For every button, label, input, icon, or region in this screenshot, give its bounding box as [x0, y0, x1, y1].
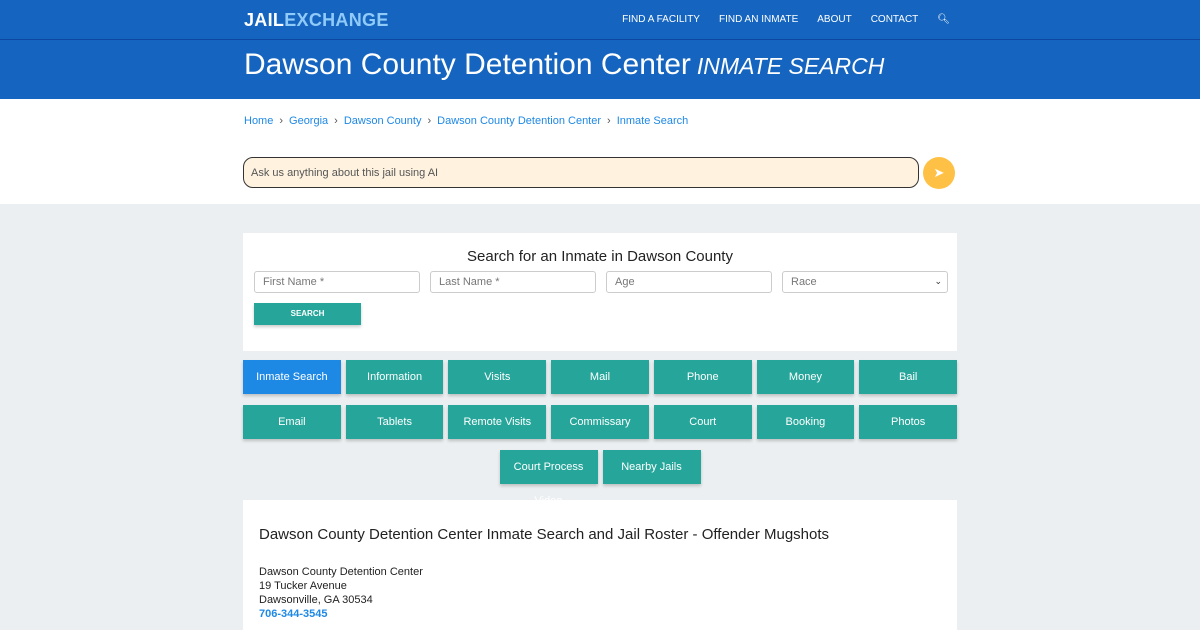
search-icon[interactable]: 🔍︎: [937, 14, 950, 25]
nav-find-inmate[interactable]: FIND AN INMATE: [718, 14, 799, 25]
btn-tablets[interactable]: Tablets: [345, 405, 444, 439]
nav-contact[interactable]: CONTACT: [870, 14, 919, 25]
btn-nearby-jails[interactable]: Nearby Jails: [602, 450, 701, 484]
btn-court[interactable]: Court: [653, 405, 752, 439]
chevron-right-icon: ›: [279, 115, 284, 127]
nav-find-facility[interactable]: FIND A FACILITY: [622, 14, 700, 25]
breadcrumb: Home › Georgia › Dawson County › Dawson Cou…: [244, 115, 688, 127]
btn-phone[interactable]: Phone: [653, 360, 752, 394]
top-nav: JAILEXCHANGE FIND A FACILITY FIND AN INM…: [0, 0, 1200, 40]
first-name-input[interactable]: First Name *: [254, 271, 420, 293]
send-icon[interactable]: ➤: [923, 157, 955, 189]
facility-phone-link[interactable]: 706-344-3545: [259, 608, 328, 620]
btn-commissary[interactable]: Commissary: [551, 405, 649, 439]
btn-visits[interactable]: Visits: [448, 360, 547, 394]
facility-info: Dawson County Detention Center Inmate Se…: [243, 500, 957, 630]
facility-name: Dawson County Detention Center: [259, 566, 423, 578]
btn-remote-visits[interactable]: Remote Visits: [448, 405, 547, 439]
search-title: Search for an Inmate in Dawson County: [467, 248, 733, 265]
btn-money[interactable]: Money: [756, 360, 855, 394]
chevron-right-icon: ›: [607, 115, 611, 127]
breadcrumb-county[interactable]: Dawson County: [343, 115, 422, 127]
breadcrumb-facility[interactable]: Dawson County Detention Center: [437, 115, 602, 127]
ai-question-input[interactable]: Ask us anything about this jail using AI: [243, 157, 919, 188]
btn-bail[interactable]: Bail: [859, 360, 958, 394]
logo-exchange: EXCHANGE: [284, 10, 389, 30]
chevron-right-icon: ›: [334, 115, 338, 127]
btn-photos[interactable]: Photos: [859, 405, 958, 439]
page-subtitle: INMATE SEARCH: [696, 53, 885, 79]
facility-nav-buttons: Inmate Search Information Visits Mail Ph…: [242, 360, 958, 507]
btn-court-process-video[interactable]: Court Process Video: [499, 450, 598, 507]
facility-street: 19 Tucker Avenue: [259, 580, 347, 592]
page-title: Dawson County Detention Center INMATE SEA…: [244, 48, 885, 81]
race-select[interactable]: Race ⌄: [782, 271, 948, 293]
breadcrumb-home[interactable]: Home: [244, 115, 274, 127]
inmate-search-form: Search for an Inmate in Dawson County Fi…: [243, 233, 957, 351]
info-title: Dawson County Detention Center Inmate Se…: [259, 526, 830, 543]
logo-jail: JAIL: [244, 10, 285, 30]
hero: Dawson County Detention Center INMATE SEA…: [0, 40, 1200, 99]
search-button[interactable]: SEARCH: [254, 303, 361, 325]
nav-about[interactable]: ABOUT: [817, 14, 852, 25]
breadcrumb-current[interactable]: Inmate Search: [616, 115, 689, 127]
chevron-down-icon: ⌄: [934, 276, 942, 286]
btn-mail[interactable]: Mail: [551, 360, 649, 394]
breadcrumb-state[interactable]: Georgia: [289, 115, 329, 127]
last-name-input[interactable]: Last Name *: [430, 271, 596, 293]
btn-inmate-search[interactable]: Inmate Search: [242, 360, 341, 394]
btn-information[interactable]: Information: [345, 360, 444, 394]
facility-city: Dawsonville, GA 30534: [259, 594, 373, 606]
btn-email[interactable]: Email: [242, 405, 341, 439]
chevron-right-icon: ›: [427, 115, 432, 127]
race-select-value: Race: [791, 276, 817, 288]
btn-booking[interactable]: Booking: [756, 405, 855, 439]
logo[interactable]: JAILEXCHANGE: [244, 10, 389, 31]
age-input[interactable]: Age: [606, 271, 772, 293]
